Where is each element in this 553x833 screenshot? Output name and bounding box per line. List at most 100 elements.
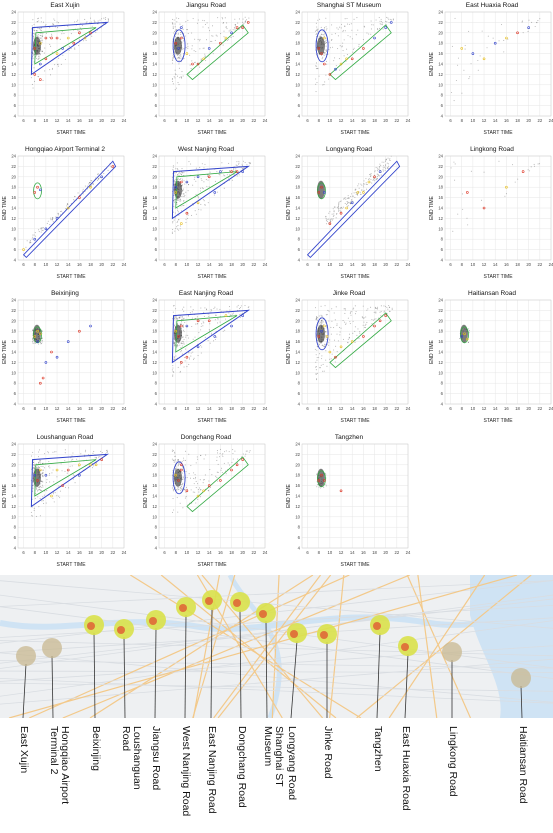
x-tick-label: 12 [482, 406, 487, 411]
density-dot [321, 344, 323, 346]
density-dot [32, 236, 34, 238]
scatter-plot: 6 8 10 12 14 16 18 20 22 244681012141618202224STA… [429, 154, 553, 280]
density-dot [316, 317, 318, 319]
density-dot [183, 306, 185, 308]
x-tick-label: 24 [122, 262, 127, 267]
density-dot [224, 175, 226, 177]
density-dot [450, 91, 453, 94]
density-dot [333, 60, 335, 62]
plot-frame [301, 443, 409, 549]
density-dot [177, 169, 179, 171]
density-dot [181, 48, 183, 50]
density-dot [173, 181, 175, 183]
density-dot [231, 179, 233, 181]
density-dot [202, 321, 204, 323]
density-dot [33, 468, 35, 470]
y-tick-label: 16 [438, 339, 443, 344]
density-dot [486, 47, 488, 49]
density-dot [245, 453, 247, 455]
x-tick-label: 14 [493, 406, 498, 411]
density-dot [52, 217, 54, 219]
y-tick-label: 16 [438, 51, 443, 56]
y-tick-label: 14 [438, 62, 443, 67]
density-dot [104, 18, 107, 20]
density-dot [234, 25, 236, 27]
y-tick-label: 18 [438, 41, 443, 46]
density-dot [172, 374, 174, 376]
density-dot [174, 198, 176, 200]
density-dot [82, 193, 84, 195]
density-dot [193, 61, 196, 63]
density-dot [221, 471, 223, 474]
density-dot [376, 306, 379, 308]
density-dot [222, 44, 224, 46]
density-dot [194, 478, 196, 480]
density-dot [343, 198, 346, 200]
density-dot [95, 456, 97, 458]
data-point [320, 473, 323, 477]
density-dot [315, 373, 317, 375]
density-dot [346, 17, 348, 20]
density-dot [184, 464, 186, 466]
density-dot [38, 462, 40, 464]
y-tick-label: 12 [438, 216, 443, 221]
density-dot [194, 210, 196, 212]
density-dot [325, 485, 327, 487]
density-dot [244, 20, 246, 22]
density-dot [340, 327, 342, 329]
density-dot [355, 310, 357, 313]
density-dot [503, 39, 505, 42]
data-point [185, 211, 189, 215]
peak-density-core [316, 36, 325, 55]
density-dot [97, 177, 99, 180]
density-dot [333, 327, 335, 329]
density-dot [31, 506, 33, 508]
density-dot [100, 27, 102, 29]
density-dot [336, 206, 338, 208]
density-dot [179, 317, 181, 319]
y-tick-label: 22 [438, 20, 443, 25]
density-dot [194, 176, 196, 178]
x-tick-label: 22 [395, 550, 400, 555]
density-dot [361, 184, 363, 186]
y-tick-label: 6 [298, 391, 301, 396]
density-dot [34, 497, 36, 500]
density-dot [198, 332, 200, 334]
density-dot [325, 41, 327, 43]
density-dot [174, 451, 176, 453]
density-dot [49, 36, 51, 38]
density-dot [79, 27, 81, 29]
density-dot [210, 311, 212, 313]
x-axis-label: START TIME [340, 130, 370, 136]
density-dot [354, 326, 356, 328]
y-tick-label: 6 [155, 391, 158, 396]
y-tick-label: 4 [14, 258, 17, 263]
density-dot [37, 58, 40, 60]
density-dot [72, 474, 74, 476]
density-dot [44, 70, 46, 72]
density-dot [521, 21, 523, 23]
density-dot [184, 488, 186, 490]
density-dot [105, 17, 107, 19]
density-dot [37, 58, 39, 61]
density-dot [244, 21, 246, 23]
density-dot [376, 175, 378, 178]
density-dot [177, 211, 179, 213]
density-dot [375, 178, 377, 180]
density-dot [192, 309, 194, 311]
contour-blue [306, 160, 401, 259]
data-point [196, 201, 200, 205]
density-dot [177, 82, 179, 84]
density-dot [351, 311, 353, 313]
station-label-east-xujin: East Xujin [18, 726, 30, 774]
density-dot [38, 55, 40, 57]
density-dot [376, 28, 379, 30]
density-dot [209, 342, 211, 344]
density-dot [46, 479, 48, 481]
y-axis-label: END TIME [429, 339, 435, 363]
density-dot [180, 319, 183, 321]
station-label-west-nanjing-road: West Nanjing Road [180, 726, 192, 817]
data-point [44, 473, 48, 477]
density-dot [339, 207, 341, 210]
station-label-beixinjing: Beixinjing [90, 726, 102, 771]
